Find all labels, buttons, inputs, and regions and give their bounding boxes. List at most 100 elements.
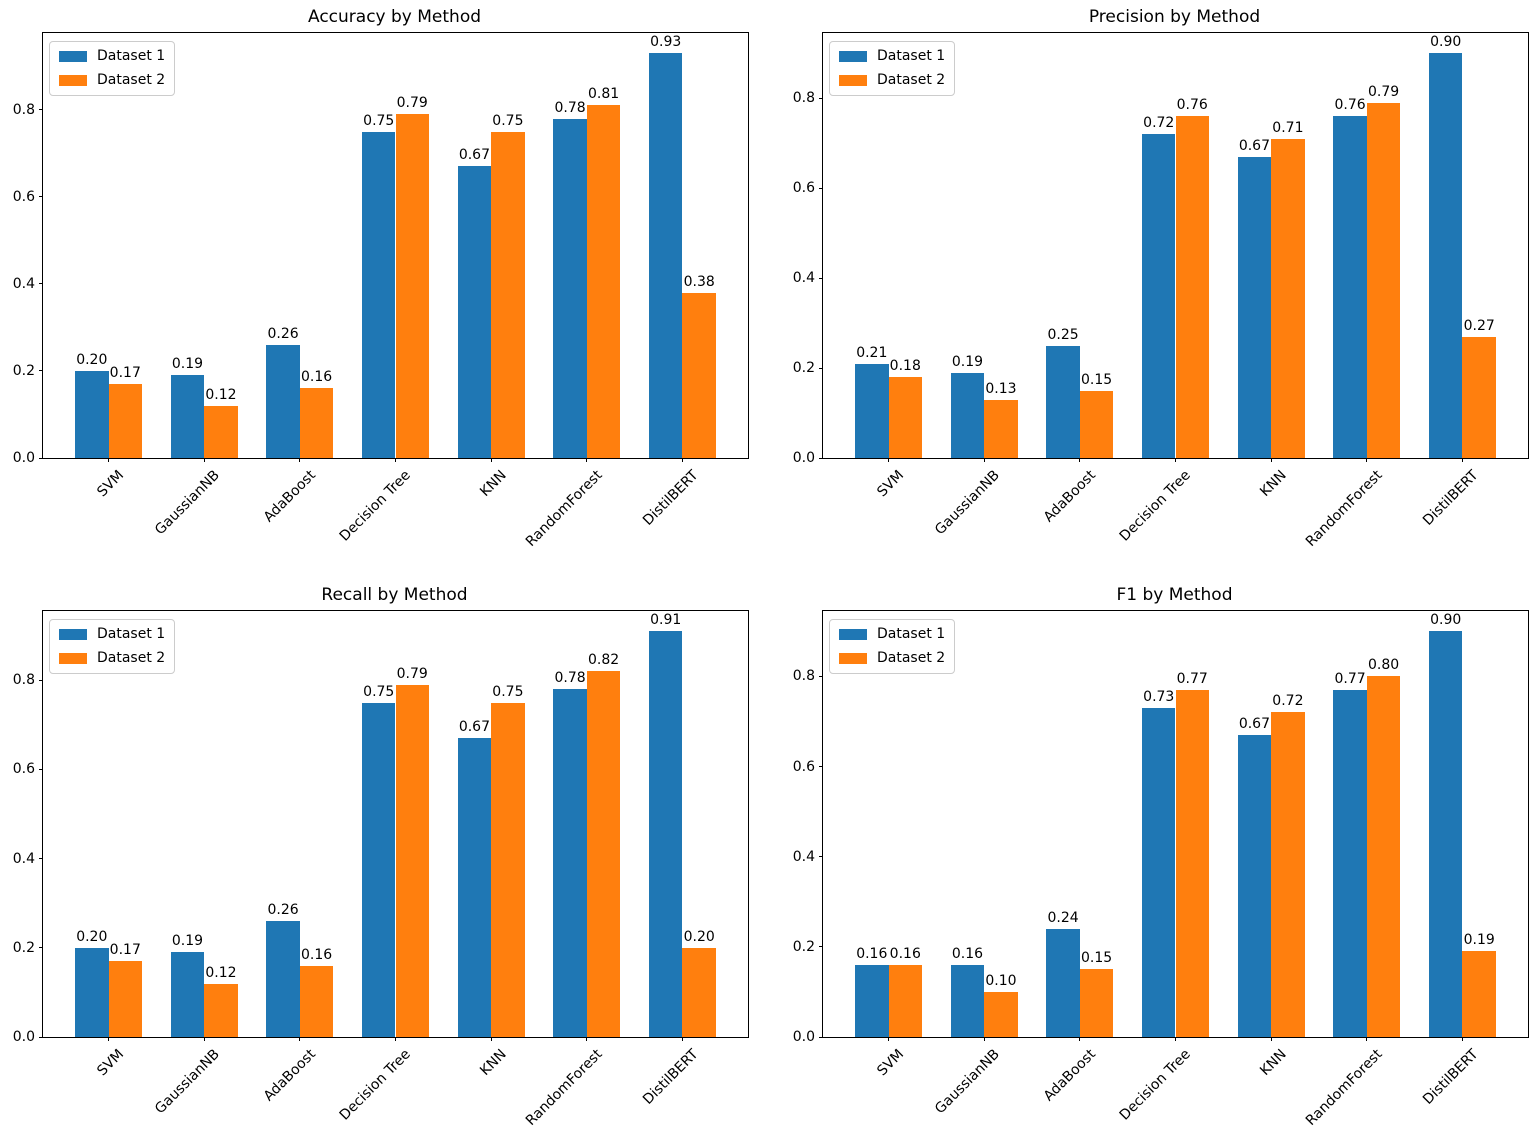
bar-value-label: 0.91	[650, 612, 682, 629]
bar-dataset2-randomforest	[586, 105, 621, 458]
x-tick-label: KNN	[477, 1046, 510, 1079]
bar-value-label: 0.19	[171, 933, 204, 950]
f1-chart: F1 by Method 0.0 0.2 0.4 0.6 0.8 SVM GaussianN…	[768, 568, 1536, 1136]
legend-label: Dataset 1	[877, 48, 946, 64]
bar-dataset1-distilbert	[648, 53, 683, 458]
bar-dataset2-distilbert	[1462, 951, 1496, 1037]
x-tick-label: AdaBoost	[260, 1046, 319, 1105]
x-tick-mark	[299, 1037, 301, 1041]
bar-dataset2-svm	[888, 377, 922, 458]
legend-label: Dataset 2	[877, 71, 946, 88]
legend-item: Dataset 1	[59, 626, 165, 643]
bar-value-label: 0.72	[1143, 115, 1175, 132]
bar-dataset2-decision-tree	[395, 684, 429, 1037]
bar-dataset1-randomforest	[1333, 116, 1367, 458]
bar-value-label: 0.20	[76, 928, 108, 945]
bar-value-label: 0.79	[396, 95, 428, 112]
legend: Dataset 1 Dataset 2	[49, 619, 176, 674]
x-tick-label: SVM	[874, 1046, 908, 1080]
x-tick-label: GaussianNB	[151, 1046, 223, 1118]
x-tick-mark	[681, 1037, 683, 1041]
x-tick-label: DistilBERT	[1419, 1046, 1482, 1108]
x-tick-mark	[888, 1037, 890, 1041]
legend-item: Dataset 1	[59, 48, 165, 65]
legend-label: Dataset 1	[97, 48, 166, 64]
bar-dataset1-randomforest	[1333, 689, 1367, 1037]
x-tick-mark	[681, 458, 683, 462]
bar-dataset2-gaussiannb	[984, 991, 1018, 1037]
y-tick-mark	[819, 367, 823, 369]
y-tick-label: 0.6	[792, 758, 815, 775]
y-tick-label: 0.4	[12, 275, 35, 292]
y-tick-label: 0.6	[12, 761, 35, 778]
bar-dataset1-adaboost	[266, 344, 300, 458]
y-tick-mark	[819, 675, 823, 677]
x-tick-mark	[1175, 1037, 1176, 1041]
bar-value-label: 0.19	[1463, 932, 1495, 949]
y-tick-mark	[39, 283, 43, 285]
bar-value-label: 0.16	[300, 946, 333, 963]
y-tick-mark	[819, 277, 823, 279]
y-tick-mark	[819, 766, 823, 768]
bar-value-label: 0.71	[1272, 119, 1304, 136]
y-tick-mark	[39, 196, 43, 198]
x-tick-mark	[983, 1037, 985, 1041]
x-tick-label: Decision Tree	[1116, 467, 1195, 545]
y-tick-mark	[39, 679, 43, 681]
chart-title: Recall by Method	[321, 585, 468, 605]
bar-dataset1-gaussiannb	[170, 952, 205, 1037]
y-tick-label: 0.4	[12, 850, 35, 867]
plot-area: 0.0 0.2 0.4 0.6 0.8 SVM GaussianNB AdaBoost Deci…	[793, 610, 1529, 1129]
bar-value-label: 0.19	[171, 356, 204, 373]
x-tick-label: GaussianNB	[931, 467, 1003, 539]
bar-dataset2-randomforest	[1366, 102, 1401, 458]
bar-value-label: 0.75	[492, 683, 524, 700]
bar-dataset2-svm	[108, 384, 142, 458]
bar-value-label: 0.76	[1176, 97, 1208, 114]
bar-value-label: 0.38	[683, 273, 715, 290]
bar-value-label: 0.19	[951, 353, 984, 370]
bar-value-label: 0.90	[1430, 612, 1462, 629]
bar-dataset1-svm	[855, 964, 889, 1037]
x-tick-label: SVM	[94, 467, 128, 501]
bar-value-label: 0.18	[889, 358, 921, 375]
accuracy-chart: Accuracy by Method 0.0 0.2 0.4 0.6 0.8 SVM Gau…	[0, 0, 768, 568]
y-tick-label: 0.8	[792, 668, 815, 685]
x-tick-mark	[299, 458, 301, 462]
x-tick-label: SVM	[94, 1046, 128, 1080]
legend-swatch-icon	[839, 50, 867, 62]
bar-dataset1-gaussiannb	[950, 964, 985, 1037]
legend-item: Dataset 2	[59, 72, 165, 89]
legend-item: Dataset 1	[839, 626, 945, 643]
x-tick-mark	[490, 458, 492, 462]
bar-value-label: 0.67	[458, 147, 490, 164]
x-tick-mark	[1079, 458, 1081, 462]
bar-dataset1-distilbert	[1428, 631, 1463, 1037]
y-tick-mark	[819, 187, 823, 189]
x-tick-label: AdaBoost	[260, 467, 319, 526]
bar-dataset2-randomforest	[1366, 676, 1401, 1037]
legend-swatch-icon	[839, 628, 867, 640]
x-tick-label: AdaBoost	[1040, 467, 1099, 526]
chart-title: Accuracy by Method	[307, 7, 482, 27]
bar-value-label: 0.13	[985, 380, 1017, 397]
bar-value-label: 0.72	[1272, 693, 1304, 710]
bar-dataset1-knn	[457, 738, 492, 1037]
x-tick-mark	[1366, 458, 1368, 462]
bar-dataset1-distilbert	[1428, 53, 1463, 458]
bar-value-label: 0.78	[554, 99, 586, 116]
y-tick-label: 0.0	[792, 1029, 815, 1045]
x-tick-mark	[1461, 458, 1463, 462]
x-tick-label: KNN	[1257, 1046, 1290, 1079]
bar-value-label: 0.16	[856, 945, 888, 962]
legend-item: Dataset 2	[839, 72, 945, 89]
bar-value-label: 0.15	[1080, 371, 1113, 388]
legend-label: Dataset 2	[97, 649, 166, 666]
bar-value-label: 0.16	[300, 369, 333, 386]
x-tick-label: DistilBERT	[639, 1046, 702, 1108]
x-tick-mark	[1175, 458, 1176, 462]
x-tick-label: GaussianNB	[151, 467, 223, 539]
legend: Dataset 1 Dataset 2	[49, 41, 176, 96]
x-tick-mark	[203, 1037, 205, 1041]
